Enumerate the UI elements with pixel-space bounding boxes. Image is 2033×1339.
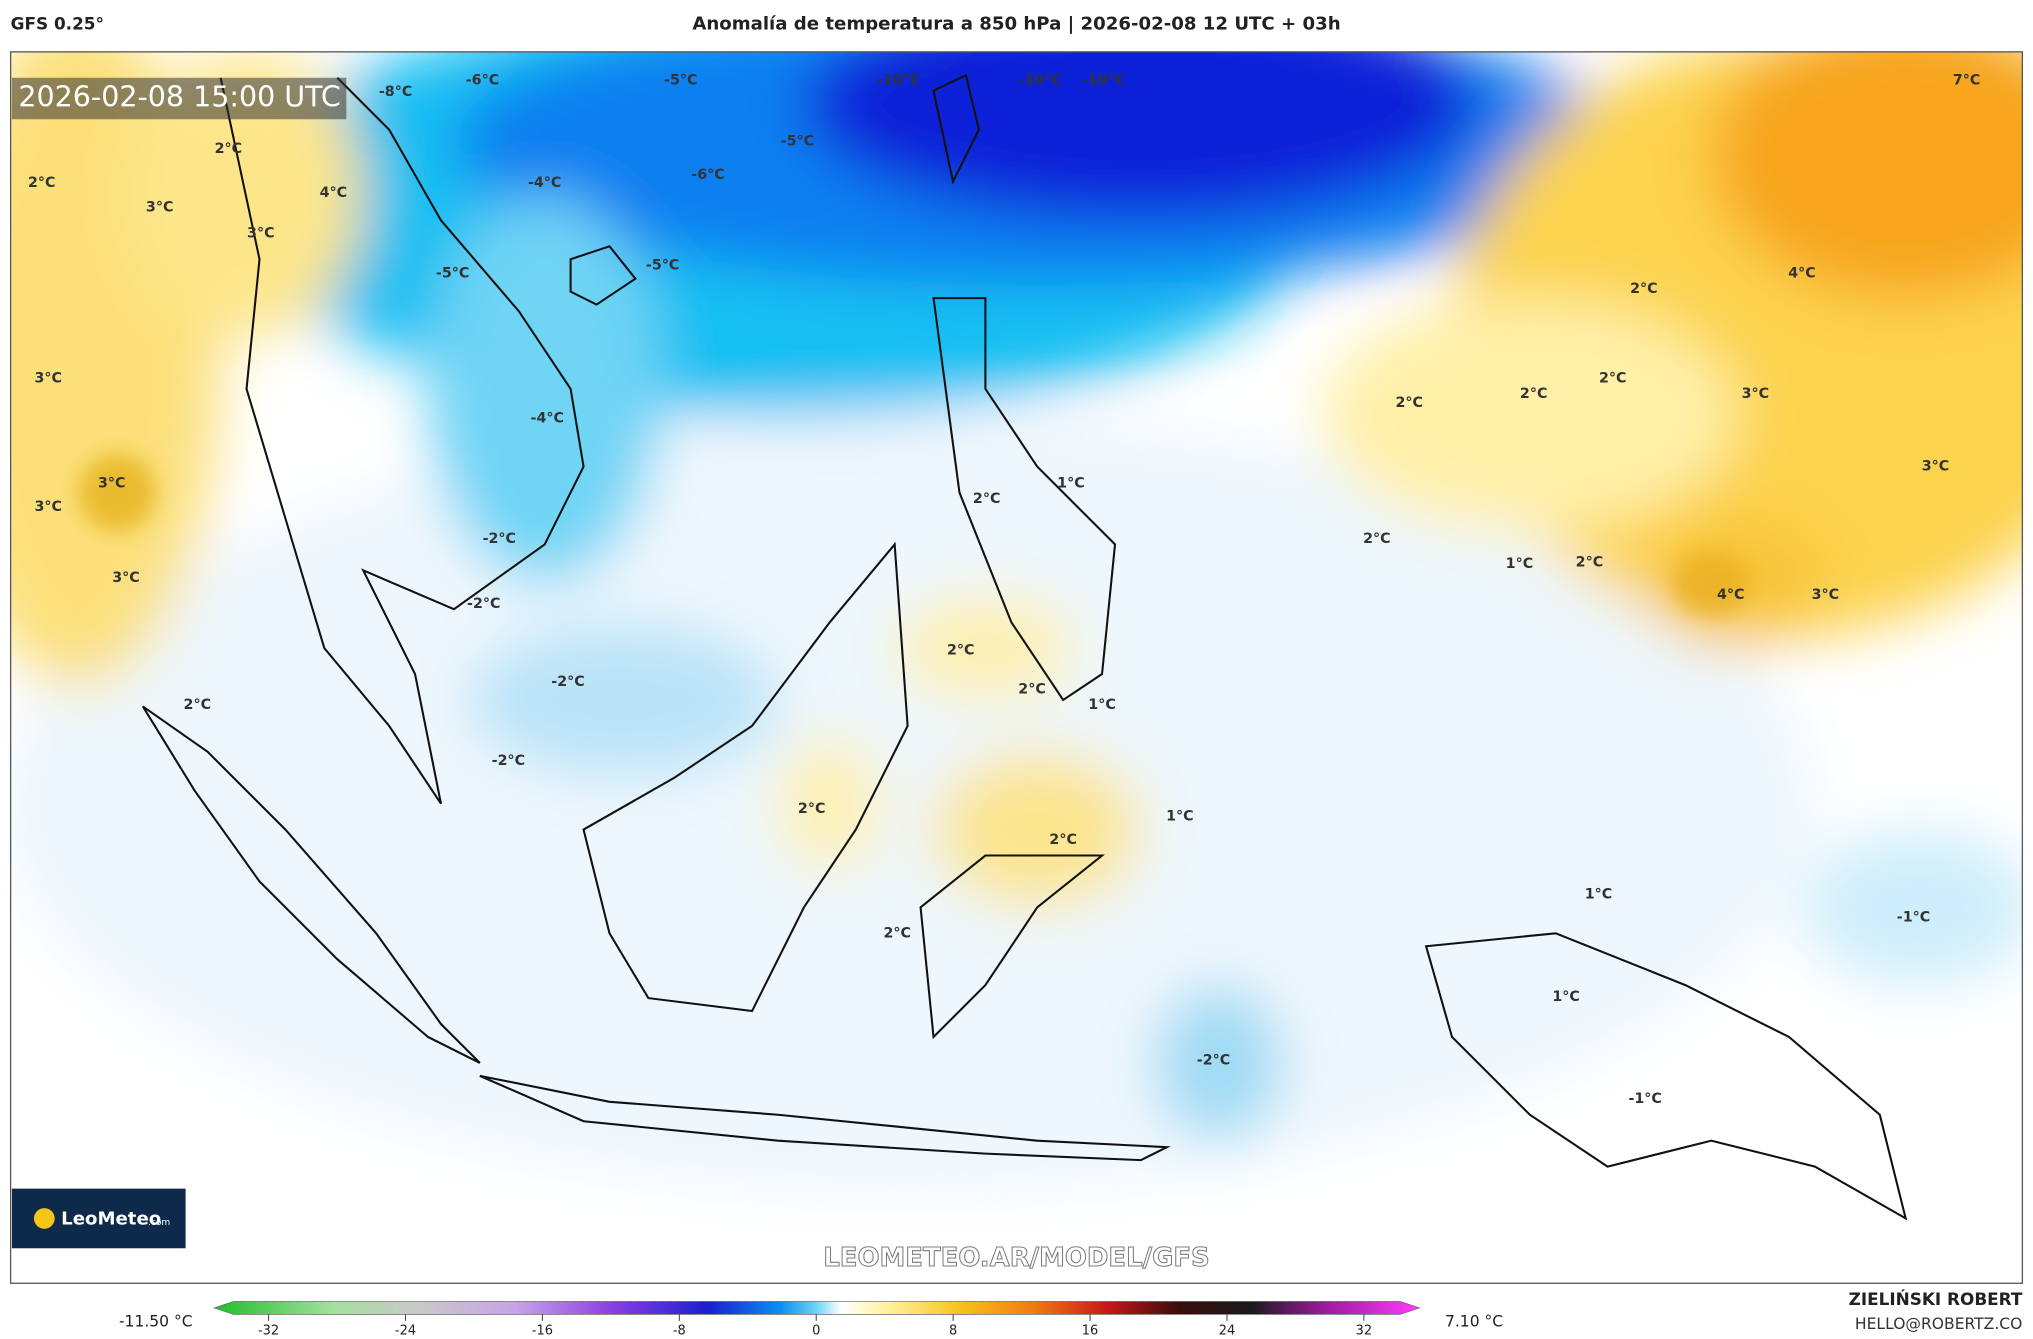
contour-label: -2°C [551, 674, 584, 690]
timestamp: 2026-02-08 15:00 UTC [18, 81, 340, 114]
contour-label: 4°C [1717, 587, 1745, 603]
model-name: GFS 0.25° [11, 14, 104, 34]
contour-label: -2°C [1197, 1052, 1230, 1068]
contour-label: 3°C [1922, 459, 1950, 475]
contour-label: 4°C [1788, 266, 1816, 282]
contour-label: 2°C [1018, 682, 1046, 698]
colorbar-tick-label: -32 [258, 1324, 279, 1339]
colorbar-tick-label: -8 [673, 1324, 686, 1339]
contour-label: 2°C [883, 925, 911, 941]
colorbar [213, 1301, 1421, 1315]
contour-label: 3°C [34, 499, 62, 515]
contour-label: 2°C [1630, 281, 1658, 297]
map [10, 51, 2023, 1221]
contour-label: 3°C [1812, 587, 1840, 603]
coastlines [141, 73, 1908, 1221]
contour-label: 2°C [1576, 555, 1604, 571]
contour-label: -10°C [1082, 72, 1125, 88]
contour-label: 1°C [1088, 697, 1116, 713]
contour-label: -1°C [1897, 910, 1930, 926]
contour-label: -2°C [492, 753, 525, 769]
contour-label: -2°C [483, 531, 516, 547]
contour-label: 1°C [1057, 475, 1085, 491]
contour-label: 2°C [798, 801, 826, 817]
contour-label: 2°C [1599, 370, 1627, 386]
contour-label: 2°C [184, 697, 212, 713]
contour-label: 7°C [1953, 72, 1981, 88]
contour-label: 4°C [320, 185, 348, 201]
contour-label: 2°C [215, 141, 243, 157]
colorbar-tick-label: 24 [1219, 1324, 1235, 1339]
contour-label: 1°C [1552, 989, 1579, 1005]
contour-label: 1°C [1166, 809, 1194, 825]
contour-label: 2°C [947, 643, 975, 659]
credit-author: ZIELIŃSKI ROBERT [1849, 1288, 2023, 1309]
colorbar-tick-label: 16 [1082, 1324, 1098, 1339]
credit-email: HELLO@ROBERTZ.CO [1855, 1315, 2022, 1333]
colorbar-min: -11.50 °C [119, 1313, 193, 1331]
contour-label: 1°C [1506, 556, 1534, 572]
contour-label: -10°C [877, 72, 920, 88]
contour-label: 2°C [973, 491, 1001, 507]
contour-label: 2°C [1363, 531, 1391, 547]
contour-label: 2°C [1396, 395, 1424, 411]
contour-label: 3°C [34, 370, 62, 386]
contour-label: 3°C [98, 475, 126, 491]
contour-label: 2°C [1520, 386, 1548, 402]
contour-label: 3°C [146, 199, 173, 215]
contour-label: -5°C [664, 72, 697, 88]
contour-label: 3°C [112, 570, 140, 586]
colorbar-tick-label: 32 [1356, 1324, 1372, 1339]
watermark: LEOMETEO.AR/MODEL/GFS [823, 1243, 1209, 1273]
contour-label: 2°C [1049, 832, 1077, 848]
contour-label: 1°C [1585, 886, 1613, 902]
contour-label: -6°C [691, 167, 724, 183]
contour-label: -10°C [1018, 72, 1061, 88]
logo-name: LeoMeteo [61, 1209, 161, 1230]
contour-label: -5°C [646, 258, 679, 274]
contour-label: -8°C [379, 84, 412, 100]
colorbar-max: 7.10 °C [1445, 1313, 1503, 1331]
contour-label: 3°C [247, 225, 274, 241]
map-title: Anomalía de temperatura a 850 hPa | 2026… [692, 14, 1340, 35]
logo-sun [33, 1208, 55, 1229]
timestamp-box [11, 77, 347, 120]
contour-label: -4°C [528, 175, 561, 191]
colorbar-tick-label: 0 [812, 1324, 820, 1339]
contour-label: -6°C [466, 72, 499, 88]
contour-label: -5°C [436, 266, 469, 282]
contour-label: -5°C [781, 133, 814, 149]
logo-suffix: .com [148, 1218, 170, 1228]
colorbar-tick-label: -24 [395, 1324, 416, 1339]
contour-label: -4°C [531, 411, 564, 427]
contour-label: -2°C [467, 596, 500, 612]
colorbar-tick-label: 8 [949, 1324, 957, 1339]
map-frame [9, 51, 2024, 1284]
contour-label: 2°C [28, 175, 56, 191]
contour-label: -1°C [1628, 1091, 1661, 1107]
contour-label: 3°C [1742, 386, 1770, 402]
colorbar-tick-label: -16 [532, 1324, 553, 1339]
